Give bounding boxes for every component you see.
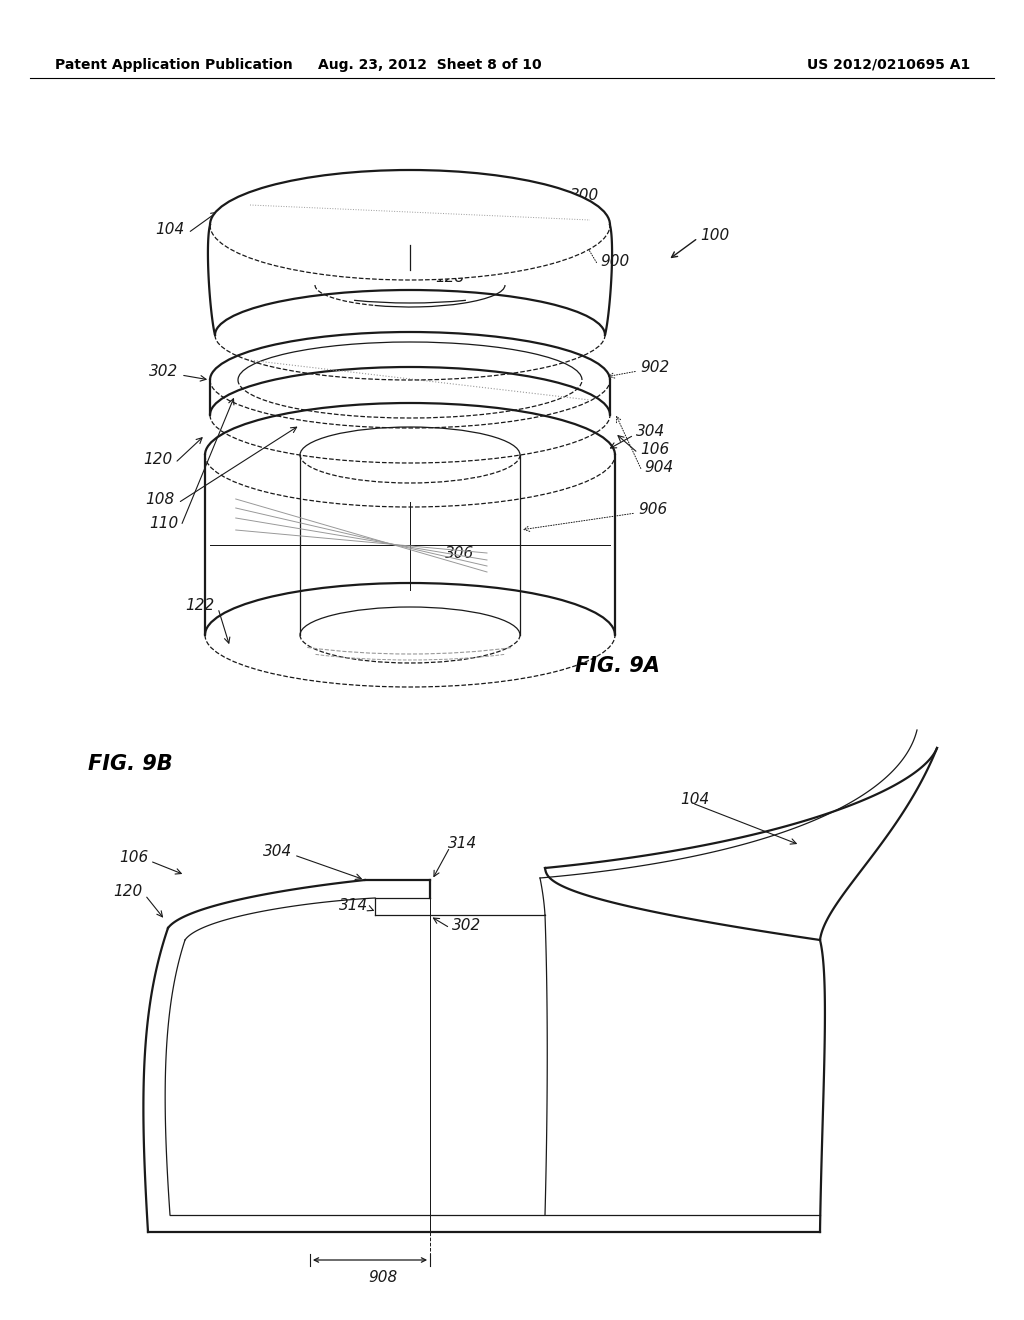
Text: 106: 106 — [119, 850, 148, 866]
Text: 110: 110 — [148, 516, 178, 531]
Text: FIG. 9A: FIG. 9A — [575, 656, 659, 676]
Text: 902: 902 — [640, 360, 670, 375]
Text: 906: 906 — [638, 503, 668, 517]
Text: 314: 314 — [449, 836, 477, 850]
Text: Patent Application Publication: Patent Application Publication — [55, 58, 293, 73]
Ellipse shape — [210, 170, 610, 280]
Text: 314: 314 — [339, 899, 368, 913]
Text: 900: 900 — [600, 255, 630, 269]
Text: 120: 120 — [142, 453, 172, 467]
Text: Aug. 23, 2012  Sheet 8 of 10: Aug. 23, 2012 Sheet 8 of 10 — [318, 58, 542, 73]
Text: FIG. 9B: FIG. 9B — [88, 754, 173, 774]
Text: 104: 104 — [680, 792, 710, 808]
Text: 104: 104 — [156, 223, 185, 238]
Text: 300: 300 — [570, 187, 599, 202]
Text: US 2012/0210695 A1: US 2012/0210695 A1 — [807, 58, 970, 73]
Text: 100: 100 — [700, 227, 729, 243]
Text: 302: 302 — [452, 917, 481, 932]
Text: 128: 128 — [435, 271, 464, 285]
Text: 120: 120 — [114, 884, 143, 899]
Text: 904: 904 — [644, 461, 673, 475]
Text: 106: 106 — [640, 442, 670, 458]
Text: 302: 302 — [148, 364, 178, 380]
Text: 908: 908 — [368, 1270, 397, 1286]
Text: 108: 108 — [145, 492, 175, 507]
Text: 306: 306 — [445, 545, 474, 561]
Text: 304: 304 — [636, 425, 666, 440]
Text: 122: 122 — [185, 598, 215, 612]
Text: 304: 304 — [263, 845, 292, 859]
